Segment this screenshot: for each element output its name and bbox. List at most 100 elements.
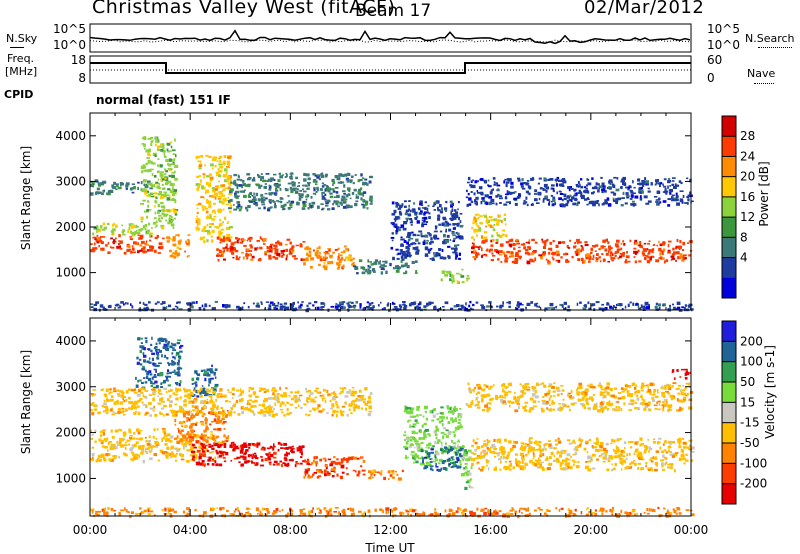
velocity-cell (429, 458, 432, 460)
power-cell (492, 239, 494, 243)
power-cell (176, 246, 180, 250)
velocity-cell (357, 395, 362, 397)
power-cell (142, 250, 146, 254)
velocity-cell (408, 445, 413, 448)
velocity-cell (280, 464, 283, 468)
power-cell (629, 198, 633, 200)
velocity-cell (129, 447, 133, 452)
power-cell (522, 304, 524, 306)
velocity-cell (493, 467, 497, 471)
power-cell (438, 307, 442, 311)
power-cell (229, 236, 233, 239)
power-cell (206, 216, 211, 219)
power-cell (158, 242, 163, 246)
power-cell (525, 190, 529, 194)
power-cell (620, 185, 623, 190)
velocity-cell (306, 399, 308, 403)
velocity-cell (194, 454, 198, 458)
power-cell (515, 307, 519, 311)
power-cell (253, 192, 255, 196)
power-cell (414, 247, 417, 251)
power-cell (217, 258, 220, 262)
power-cell (580, 249, 582, 253)
power-cell (230, 242, 235, 246)
power-cell (221, 194, 225, 197)
power-cell (454, 248, 458, 251)
velocity-cell (152, 409, 155, 412)
power-cell (220, 209, 223, 212)
power-cell (233, 204, 235, 206)
velocity-cell (214, 456, 217, 459)
velocity-cell (335, 410, 339, 413)
velocity-cell (92, 456, 94, 459)
power-cell (475, 219, 477, 223)
power-cell (196, 212, 199, 214)
power-cell (461, 268, 464, 271)
power-cell (140, 228, 144, 231)
power-cell (90, 243, 93, 245)
velocity-cell (409, 424, 412, 427)
velocity-cell (142, 444, 145, 448)
velocity-cell (90, 393, 94, 396)
power-cell (667, 198, 671, 200)
power-cell (285, 306, 289, 309)
power-cell (316, 174, 320, 178)
power-cell (641, 252, 646, 255)
power-cell (339, 181, 343, 184)
power-cell (217, 168, 220, 170)
power-cell (202, 186, 206, 190)
power-cell (681, 306, 684, 309)
power-cell (442, 306, 445, 308)
power-cell (365, 202, 368, 206)
power-cell (364, 182, 368, 185)
power-cell (293, 257, 298, 260)
power-cell (554, 178, 559, 182)
velocity-cell (326, 391, 328, 393)
velocity-cell (417, 446, 421, 449)
power-cell (335, 303, 338, 305)
power-cell (415, 246, 419, 250)
power-cell (260, 200, 265, 203)
velocity-cell (255, 462, 259, 466)
power-cell (598, 256, 601, 259)
power-cell (632, 192, 636, 194)
power-cell (164, 177, 167, 180)
power-cell (517, 250, 521, 253)
power-cell (597, 189, 600, 193)
power-cell (538, 197, 541, 201)
velocity-cell (191, 443, 195, 447)
power-cell (206, 239, 209, 242)
power-cell (123, 251, 127, 255)
power-cell (236, 201, 241, 204)
velocity-cell (204, 417, 207, 419)
power-cell (647, 242, 651, 245)
power-cell (220, 196, 222, 199)
velocity-cell (426, 452, 431, 455)
velocity-cell (560, 468, 563, 470)
power-cell (468, 304, 471, 308)
power-cell (558, 241, 561, 245)
velocity-cell (343, 387, 347, 390)
velocity-cell (107, 441, 110, 446)
power-cell (279, 242, 282, 245)
velocity-cell (136, 454, 140, 456)
velocity-cell (105, 412, 109, 414)
power-cell (230, 188, 234, 192)
power-region (440, 268, 470, 285)
power-cell (198, 306, 202, 311)
velocity-cell (665, 451, 668, 454)
velocity-cell (208, 380, 212, 384)
power-cell (130, 303, 132, 306)
power-cell (145, 240, 148, 243)
power-cell (343, 250, 346, 254)
power-cell (313, 173, 317, 175)
power-cell (467, 192, 470, 196)
power-cell (546, 198, 550, 201)
velocity-cell (422, 415, 425, 418)
power-cell (545, 239, 548, 243)
velocity-cell (403, 409, 408, 413)
power-cell (273, 244, 276, 248)
velocity-cell (179, 346, 182, 349)
velocity-cell (178, 429, 180, 433)
